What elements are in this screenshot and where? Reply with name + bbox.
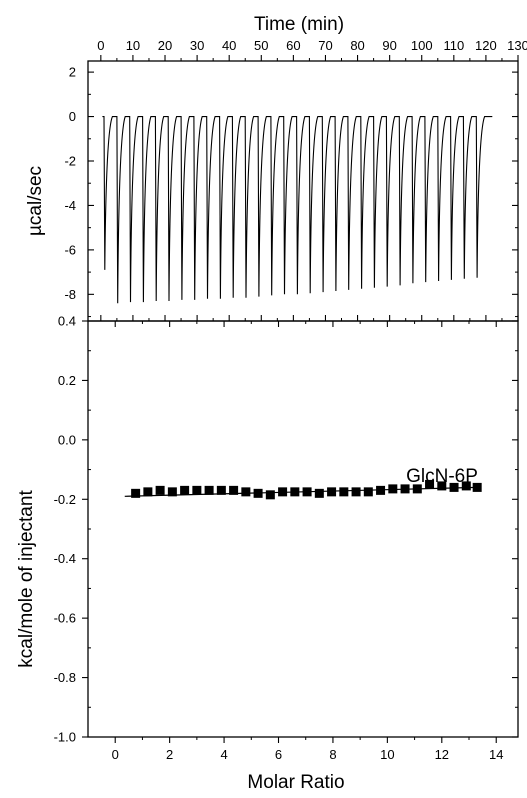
molar-ratio-tick-label: 14 <box>489 747 503 762</box>
time-tick-label: 60 <box>286 38 300 53</box>
time-tick-label: 20 <box>158 38 172 53</box>
thermogram-trace <box>102 116 493 304</box>
heat-rate-tick-label: 2 <box>69 65 76 80</box>
data-point <box>376 485 386 495</box>
time-tick-label: 70 <box>318 38 332 53</box>
data-point <box>167 487 177 497</box>
data-point <box>143 487 153 497</box>
thermogram-plot-frame <box>87 60 519 322</box>
data-point <box>388 484 398 494</box>
data-point <box>302 487 312 497</box>
molar-ratio-axis-title: Molar Ratio <box>247 772 344 793</box>
data-point <box>216 485 226 495</box>
time-tick-label: 50 <box>254 38 268 53</box>
time-tick-label: 110 <box>443 38 464 53</box>
molar-ratio-tick-label: 12 <box>435 747 449 762</box>
sample-annotation: GlcN-6P <box>406 466 478 487</box>
heat-rate-tick-label: -4 <box>64 198 76 213</box>
data-point <box>253 488 263 498</box>
enthalpy-tick-label: -0.4 <box>54 551 76 566</box>
time-tick-label: 90 <box>382 38 396 53</box>
time-tick-label: 130 <box>507 38 527 53</box>
data-point <box>449 482 459 492</box>
heat-rate-tick-label: 0 <box>69 109 76 124</box>
data-point <box>351 487 361 497</box>
molar-ratio-tick-label: 2 <box>166 747 173 762</box>
time-tick-label: 10 <box>126 38 140 53</box>
heat-rate-tick-label: -6 <box>64 242 76 257</box>
time-tick-label: 80 <box>350 38 364 53</box>
molar-ratio-tick-label: 4 <box>220 747 227 762</box>
data-point <box>241 487 251 497</box>
enthalpy-tick-label: 0.0 <box>58 432 76 447</box>
data-point <box>278 487 288 497</box>
enthalpy-axis-ticks: 0.4 0.2 0.0 -0.2 -0.4 -0.6 -0.8 -1.0 <box>54 314 518 745</box>
molar-ratio-axis-ticks: 0 2 4 6 8 10 12 14 <box>112 321 503 762</box>
time-tick-label: 40 <box>222 38 236 53</box>
data-point <box>204 485 214 495</box>
molar-ratio-tick-label: 0 <box>112 747 119 762</box>
time-tick-label: 0 <box>97 38 104 53</box>
molar-ratio-tick-label: 6 <box>275 747 282 762</box>
data-point <box>461 481 471 491</box>
time-tick-label: 120 <box>475 38 497 53</box>
enthalpy-tick-label: -0.2 <box>54 492 76 507</box>
time-tick-label: 30 <box>190 38 204 53</box>
heat-rate-axis-title: µcal/sec <box>25 166 46 236</box>
integrated-heat-points <box>131 479 482 500</box>
data-point <box>265 490 275 500</box>
enthalpy-tick-label: -1.0 <box>54 730 76 745</box>
data-point <box>412 484 422 494</box>
molar-ratio-tick-label: 10 <box>380 747 394 762</box>
data-point <box>437 481 447 491</box>
data-point <box>131 488 141 498</box>
heat-rate-tick-label: -2 <box>64 154 76 169</box>
time-axis-title: Time (min) <box>254 14 344 35</box>
data-point <box>400 484 410 494</box>
data-point <box>155 485 165 495</box>
isotherm-plot-frame <box>87 320 519 738</box>
data-point <box>363 487 373 497</box>
heat-rate-tick-label: -8 <box>64 287 76 302</box>
heat-rate-axis-ticks: 2 0 -2 -4 -6 -8 <box>64 65 518 318</box>
time-axis-ticks: 0 10 20 30 40 50 60 70 80 90 100 110 120 130 <box>97 38 527 321</box>
fit-curve <box>124 486 478 497</box>
data-point <box>192 485 202 495</box>
thermogram-panel: Time (min) µcal/sec 0 10 20 30 40 50 60 70 80 90 1… <box>25 14 527 322</box>
enthalpy-tick-label: 0.2 <box>58 373 76 388</box>
enthalpy-tick-label: -0.8 <box>54 670 76 685</box>
data-point <box>327 487 337 497</box>
molar-ratio-tick-label: 8 <box>329 747 336 762</box>
enthalpy-tick-label: 0.4 <box>58 314 76 329</box>
data-point <box>425 479 435 489</box>
enthalpy-tick-label: -0.6 <box>54 611 76 626</box>
data-point <box>229 485 239 495</box>
data-point <box>472 482 482 492</box>
enthalpy-axis-title: kcal/mole of injectant <box>16 490 37 668</box>
data-point <box>314 488 324 498</box>
time-tick-label: 100 <box>411 38 433 53</box>
data-point <box>290 487 300 497</box>
binding-isotherm-panel: Molar Ratio kcal/mole of injectant GlcN-… <box>16 314 519 793</box>
data-point <box>180 485 190 495</box>
data-point <box>339 487 349 497</box>
